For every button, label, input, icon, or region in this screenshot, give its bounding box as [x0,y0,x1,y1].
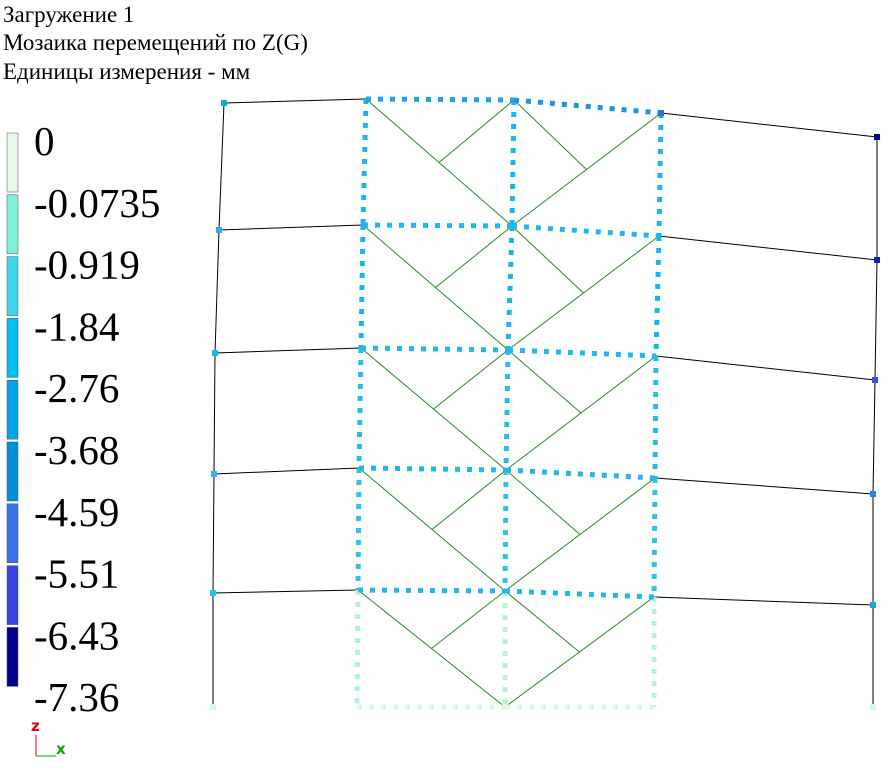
node [212,350,218,356]
node [872,377,878,383]
brace [504,590,580,653]
dotted-column [656,112,664,237]
dotted-beam [365,96,515,103]
legend-label: -3.68 [34,427,119,473]
dotted-beam [505,467,656,481]
header-line: Единицы измерения - мм [3,59,251,84]
legend: 0 -0.0735 -0.919 -1.84 -2.76 -3.68 -4.59 -5.51 -… [6,118,160,720]
node [221,100,227,106]
axes-icon: z x [31,717,66,758]
node [211,471,217,477]
legend-label: 0 [34,118,55,164]
brace [505,469,581,535]
beam [660,112,878,138]
brace [438,99,515,163]
beam [654,477,874,495]
legend-swatch [6,627,19,687]
legend-label: -6.43 [34,612,119,658]
dotted-column [354,589,361,708]
column [214,229,220,354]
node [210,590,216,596]
column [872,379,876,495]
axis-x: x [56,740,66,758]
dotted-column [652,355,659,479]
axis-z: z [31,717,40,735]
header-line: Загружение 1 [3,2,134,27]
brace [511,225,584,294]
brace [507,349,582,414]
node [870,602,876,608]
legend-swatch [6,503,19,564]
legend-swatch [6,565,19,625]
brace [433,349,509,410]
dotted-beam [511,223,660,239]
brace [431,590,506,649]
node [874,257,880,263]
node [216,227,222,233]
column [213,352,216,475]
dotted-beam [360,345,509,353]
node [210,704,216,710]
legend-label: -5.51 [34,551,119,597]
beam [658,235,878,261]
legend-label: -0.0735 [34,180,160,226]
dotted-column [503,349,511,471]
legend-swatch [6,441,19,502]
node [870,491,876,497]
legend-label: -1.84 [34,303,119,349]
beam [223,98,367,104]
dotted-beam [362,222,513,229]
legend-swatch [6,379,19,440]
brace [513,99,587,170]
legend-label: -0.919 [34,242,140,288]
brace [431,469,507,530]
column [218,102,225,231]
legend-swatch [6,132,19,193]
column [212,473,215,594]
beam [655,355,876,381]
dotted-beam [358,465,507,473]
header-line: Мозаика перемещений по Z(G) [3,30,308,55]
legend-swatch [6,194,19,255]
dotted-column [653,235,662,357]
beam [212,589,359,594]
legend-label: -7.36 [34,674,119,720]
model [210,96,880,710]
legend-swatch [6,318,19,378]
legend-swatch [6,256,19,316]
dotted-column [355,467,362,591]
beam [218,224,364,231]
node [874,134,880,140]
column [874,259,878,381]
node [870,704,876,710]
beam [214,347,362,354]
node [658,110,664,116]
brace [435,225,513,288]
legend-label: -2.76 [34,365,119,411]
dotted-beam [513,97,662,116]
beam [213,467,360,475]
dotted-column [509,99,517,227]
legend-label: -4.59 [34,489,119,535]
dotted-column [358,224,366,349]
beam [653,596,874,606]
dotted-column [360,98,369,226]
dotted-beam [504,588,655,600]
dotted-beam [357,587,506,594]
dotted-beam [507,347,657,359]
dotted-column [505,225,515,351]
dotted-column [651,477,658,598]
dotted-column [502,469,509,592]
dotted-column [356,347,364,469]
